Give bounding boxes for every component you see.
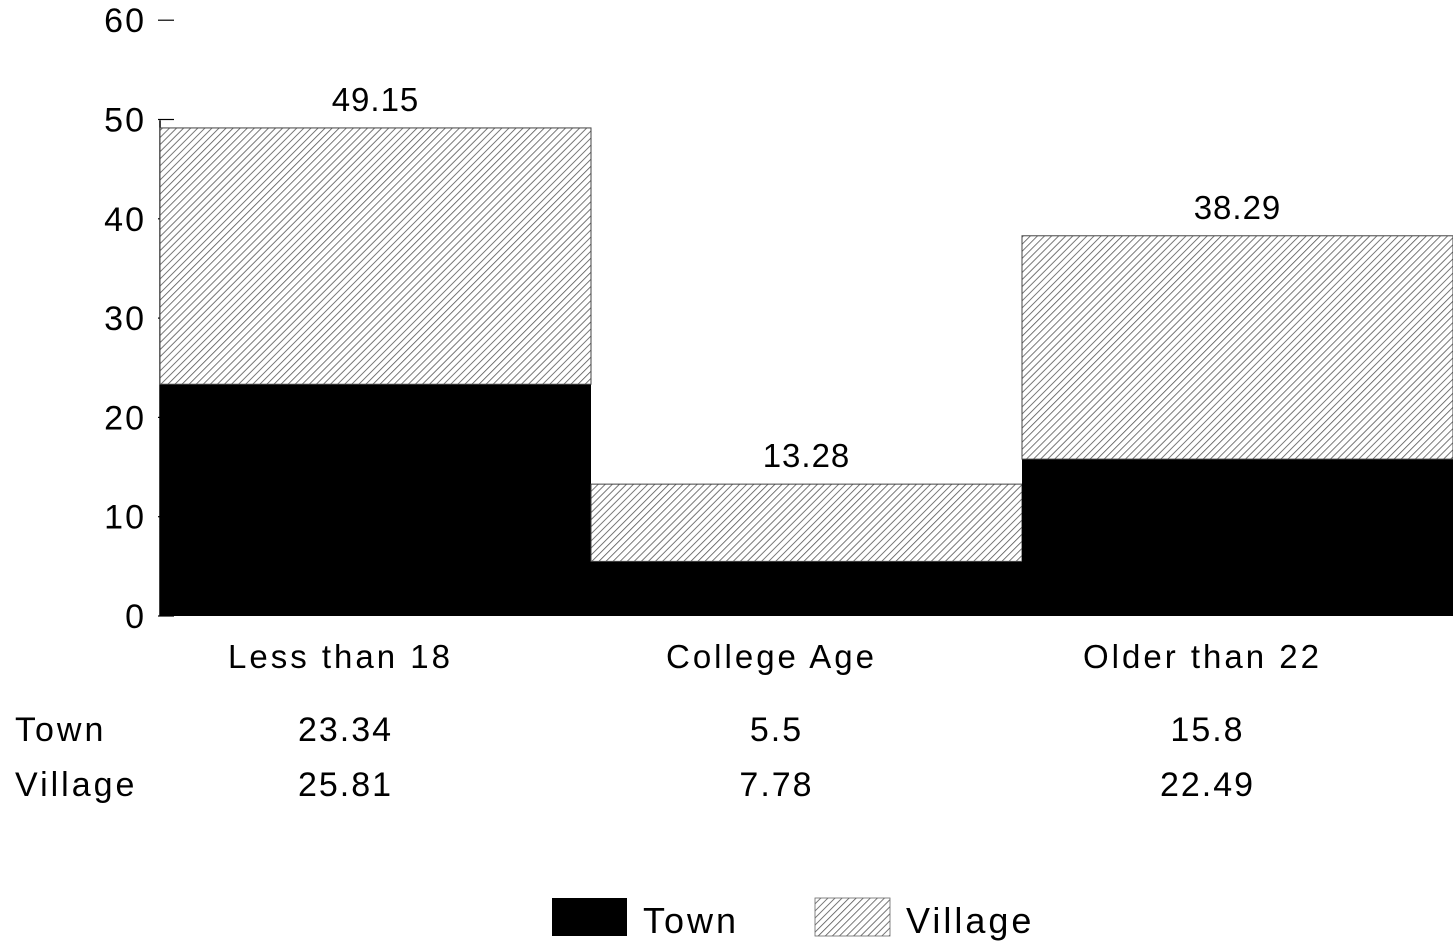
data-table-row-label: Town <box>15 711 106 749</box>
data-table-cell: 5.5 <box>750 711 803 749</box>
legend: Town Village <box>552 897 1034 941</box>
bar-total-label: 13.28 <box>763 437 851 474</box>
data-table: Town 23.34 5.5 15.8 Village 25.81 7.78 22.49 <box>15 711 1255 804</box>
bar-total-label: 38.29 <box>1194 189 1282 226</box>
legend-swatch-town <box>552 898 627 936</box>
bars-group: 49.15 13.28 38.29 <box>159 81 1453 616</box>
legend-label-town: Town <box>643 900 739 941</box>
x-axis-labels: Less than 18 College Age Older than 22 <box>228 638 1322 675</box>
x-tick-label: Less than 18 <box>228 638 453 675</box>
y-tick-label: 0 <box>125 598 146 636</box>
x-tick-label: Older than 22 <box>1083 638 1322 675</box>
bar-town-older-than-22 <box>1022 459 1453 616</box>
bar-village-college-age <box>590 483 1023 562</box>
bar-village-less-than-18 <box>159 127 592 385</box>
y-tick-label: 50 <box>104 102 146 140</box>
data-table-cell: 7.78 <box>739 766 813 804</box>
bar-village-older-than-22 <box>1021 235 1453 460</box>
bar-town-less-than-18 <box>160 384 591 616</box>
y-tick-label: 20 <box>104 399 146 437</box>
legend-label-village: Village <box>906 900 1034 941</box>
bar-town-college-age <box>591 561 1022 616</box>
x-tick-label: College Age <box>666 638 877 675</box>
bar-total-label: 49.15 <box>332 81 420 118</box>
data-table-cell: 25.81 <box>298 766 393 804</box>
y-axis: 0 10 20 30 40 50 60 <box>104 2 174 636</box>
data-table-row-label: Village <box>15 766 137 804</box>
y-tick-label: 10 <box>104 499 146 537</box>
y-tick-label: 40 <box>104 201 146 239</box>
legend-swatch-village <box>814 897 891 937</box>
y-tick-label: 30 <box>104 300 146 338</box>
data-table-cell: 22.49 <box>1160 766 1255 804</box>
data-table-cell: 15.8 <box>1170 711 1244 749</box>
y-tick-label: 60 <box>104 2 146 40</box>
data-table-cell: 23.34 <box>298 711 393 749</box>
